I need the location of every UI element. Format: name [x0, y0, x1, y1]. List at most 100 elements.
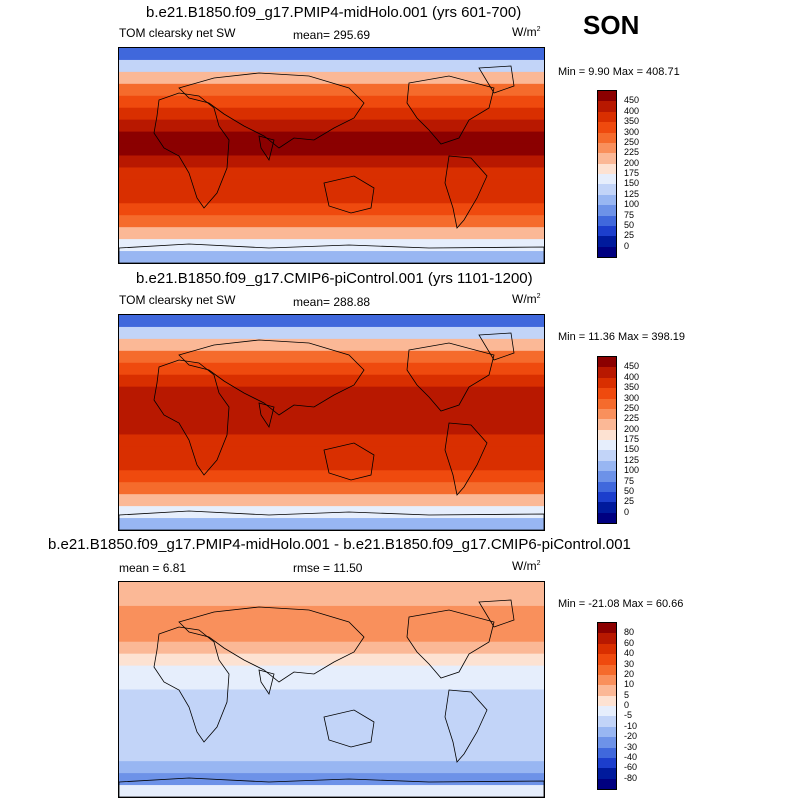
colorbar-cell [598, 778, 616, 789]
colorbar-cell [598, 440, 616, 451]
latitude-band [119, 338, 544, 352]
colorbar-tick-label: 400 [624, 371, 640, 382]
latitude-band [119, 677, 544, 691]
latitude-band [119, 470, 544, 483]
panel3-map [118, 581, 545, 798]
latitude-band [119, 749, 544, 762]
colorbar-tick-label: -20 [624, 731, 638, 742]
colorbar-tick-label: 5 [624, 689, 630, 700]
colorbar-tick-label: 50 [624, 219, 635, 230]
colorbar-tick-label: 350 [624, 116, 640, 127]
coastline-outline [119, 243, 544, 263]
colorbar-tick-label: 20 [624, 668, 635, 679]
latitude-band [119, 326, 544, 340]
colorbar-tick-label: 0 [624, 240, 630, 251]
season-label: SON [583, 10, 640, 40]
colorbar-cell [598, 357, 616, 368]
colorbar-cell [598, 225, 616, 237]
colorbar-tick-label: 100 [624, 465, 640, 476]
colorbar-cell [598, 674, 616, 686]
latitude-band [119, 593, 544, 607]
colorbar-tick-label: 150 [624, 178, 640, 189]
colorbar-tick-label: 200 [624, 157, 640, 168]
latitude-band [119, 410, 544, 424]
colorbar-tick-label: 400 [624, 105, 640, 116]
colorbar-cell [598, 153, 616, 164]
latitude-band [119, 434, 544, 447]
latitude-band [119, 251, 544, 263]
panel1-variable-label: TOM clearsky net SW [119, 26, 236, 40]
colorbar-cell [598, 236, 616, 247]
colorbar-cell [598, 398, 616, 409]
latitude-band [119, 155, 544, 169]
colorbar-tick-label: -40 [624, 751, 638, 762]
latitude-band [119, 665, 544, 679]
colorbar-cell [598, 654, 616, 665]
colorbar-cell [598, 502, 616, 513]
colorbar-cell [598, 695, 616, 706]
panel2-title: b.e21.B1850.f09_g17.CMIP6-piControl.001 … [136, 270, 533, 287]
colorbar-cell [598, 481, 616, 492]
colorbar-tick-label: 125 [624, 188, 640, 199]
coastline-outline [444, 155, 488, 229]
colorbar-tick-label: 75 [624, 209, 635, 220]
latitude-band [119, 689, 544, 703]
colorbar-tick-label: -10 [624, 720, 638, 731]
latitude-band [119, 71, 544, 85]
colorbar-cell [598, 194, 616, 206]
colorbar-cell [598, 163, 616, 174]
colorbar-cell [598, 512, 616, 523]
colorbar-cell [598, 633, 616, 644]
colorbar-cell [598, 101, 616, 112]
panel1-title: b.e21.B1850.f09_g17.PMIP4-midHolo.001 (y… [146, 4, 522, 21]
colorbar-cell [598, 757, 616, 769]
latitude-band [119, 386, 544, 400]
coastline-outline [258, 135, 275, 161]
panel3-field [119, 582, 544, 797]
colorbar-cell [598, 768, 616, 779]
coastline-outline [119, 777, 544, 797]
latitude-band [119, 701, 544, 714]
panel2-minmax: Min = 11.36 Max = 398.19 [558, 331, 685, 343]
colorbar-cell [598, 91, 616, 102]
colorbar-tick-label: 175 [624, 434, 640, 444]
latitude-band [119, 398, 544, 412]
latitude-band [119, 737, 544, 750]
colorbar-cell [598, 429, 616, 440]
latitude-band [119, 83, 544, 97]
latitude-band [119, 59, 544, 73]
colorbar-tick-label: 225 [624, 147, 640, 158]
latitude-band [119, 131, 544, 145]
colorbar-cell [598, 174, 616, 185]
colorbar-tick-label: 75 [624, 475, 635, 486]
colorbar-tick-label: 300 [624, 392, 640, 403]
coastline-outline [323, 442, 375, 481]
colorbar-tick-label: -60 [624, 762, 638, 773]
latitude-band [119, 215, 544, 228]
colorbar-cell [598, 122, 616, 133]
latitude-band [119, 605, 544, 619]
latitude-band [119, 582, 544, 595]
latitude-band [119, 785, 544, 797]
colorbar-tick-label: 60 [624, 637, 635, 648]
coastline-outline [478, 65, 515, 94]
latitude-band [119, 119, 544, 133]
colorbar-tick-label: 450 [624, 361, 640, 372]
colorbar-tick-label: 125 [624, 454, 640, 465]
latitude-band [119, 458, 544, 471]
latitude-band [119, 350, 544, 364]
coastline-outline [406, 75, 495, 145]
colorbar-tick-label: 225 [624, 413, 640, 424]
colorbar-tick-label: 30 [624, 658, 635, 669]
latitude-band [119, 95, 544, 109]
colorbar-cell [598, 706, 616, 717]
colorbar-cell [598, 643, 616, 655]
panel1-units: W/m2 [512, 25, 541, 39]
colorbar-cell [598, 377, 616, 389]
latitude-band [119, 494, 544, 507]
coastline-outline [478, 599, 515, 628]
coastline-outline [119, 510, 544, 530]
colorbar-cell [598, 111, 616, 123]
latitude-band [119, 713, 544, 726]
colorbar-cell [598, 491, 616, 503]
